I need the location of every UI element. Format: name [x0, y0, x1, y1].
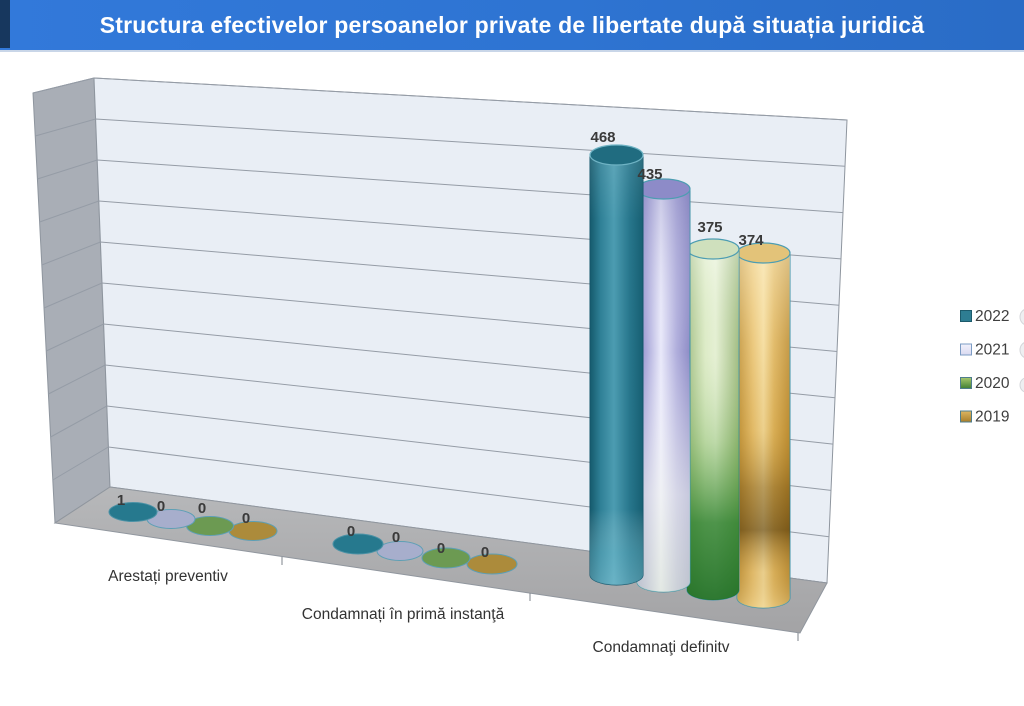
- cylinder-shading: [687, 249, 739, 600]
- legend-item-2019: 2019: [960, 409, 1009, 426]
- cylinder-2019: [736, 242, 791, 609]
- disc-2019: [466, 553, 518, 575]
- bar-group-prima-instanta: [332, 533, 518, 575]
- legend-item-2022: 2022: [960, 308, 1009, 325]
- legend-label: 2019: [975, 409, 1009, 426]
- data-label: 1: [117, 492, 125, 509]
- legend-item-2020: 2020: [960, 375, 1010, 392]
- banner-left-accent: [0, 0, 10, 48]
- legend-key-2019: [960, 410, 972, 423]
- cylinder-shading: [590, 155, 643, 585]
- data-label: 0: [198, 500, 206, 517]
- gridline: [52, 446, 830, 538]
- cylinder-top: [589, 144, 644, 166]
- data-label: 0: [437, 540, 445, 557]
- data-label: 0: [157, 498, 165, 515]
- bar-group-definitiv: [589, 144, 791, 609]
- data-label: 375: [697, 219, 722, 236]
- cylinder-shading: [637, 189, 690, 592]
- edge-artifact: [1019, 377, 1024, 393]
- legend-label: 2020: [975, 375, 1010, 392]
- title-banner: Structura efectivelor persoanelor privat…: [0, 0, 1024, 52]
- legend: 2022 2021 2020 2019: [960, 308, 1010, 426]
- legend-item-2021: 2021: [960, 342, 1009, 359]
- edge-artifact: [1019, 342, 1024, 358]
- cylinder-shading: [737, 253, 790, 608]
- cylinder-2022: [589, 144, 644, 586]
- category-axis-ticks: [281, 557, 799, 641]
- bar-group-arestati: [108, 502, 278, 541]
- edge-artifact: [1019, 309, 1024, 325]
- category-label-arestati: Arestați preventiv: [108, 568, 228, 585]
- legend-key-2020: [960, 377, 972, 389]
- data-label: 374: [738, 232, 764, 249]
- cylinder-top: [686, 238, 740, 260]
- disc-2020: [421, 547, 471, 569]
- cylinder-2021: [636, 178, 691, 593]
- chart-title: Structura efectivelor persoanelor privat…: [99, 11, 925, 38]
- gridline: [32, 77, 848, 121]
- legend-key-2022: [960, 310, 972, 322]
- data-label: 468: [590, 129, 615, 146]
- legend-key-2021: [960, 343, 972, 356]
- data-label: 0: [392, 529, 400, 546]
- category-label-prima-instanta: Condamnați în primă instanţă: [302, 606, 505, 623]
- data-label: 0: [481, 544, 489, 561]
- data-label: 435: [637, 166, 662, 183]
- data-label: 0: [242, 510, 250, 527]
- disc-2022: [332, 533, 384, 555]
- disc-2022: [108, 502, 158, 522]
- data-label: 0: [347, 523, 355, 540]
- category-label-definitiv: Condamnaţi definitv: [593, 639, 730, 656]
- disc-2019: [228, 521, 278, 541]
- legend-label: 2021: [975, 342, 1009, 359]
- cylinder-2020: [686, 238, 740, 601]
- category-axis-labels: Arestați preventiv Condamnați în primă i…: [108, 568, 730, 656]
- data-labels: 1 0 0 0 0 0 0 0 468 435 375 374: [117, 129, 764, 561]
- edge-artifacts: [1019, 309, 1024, 393]
- legend-label: 2022: [975, 308, 1009, 325]
